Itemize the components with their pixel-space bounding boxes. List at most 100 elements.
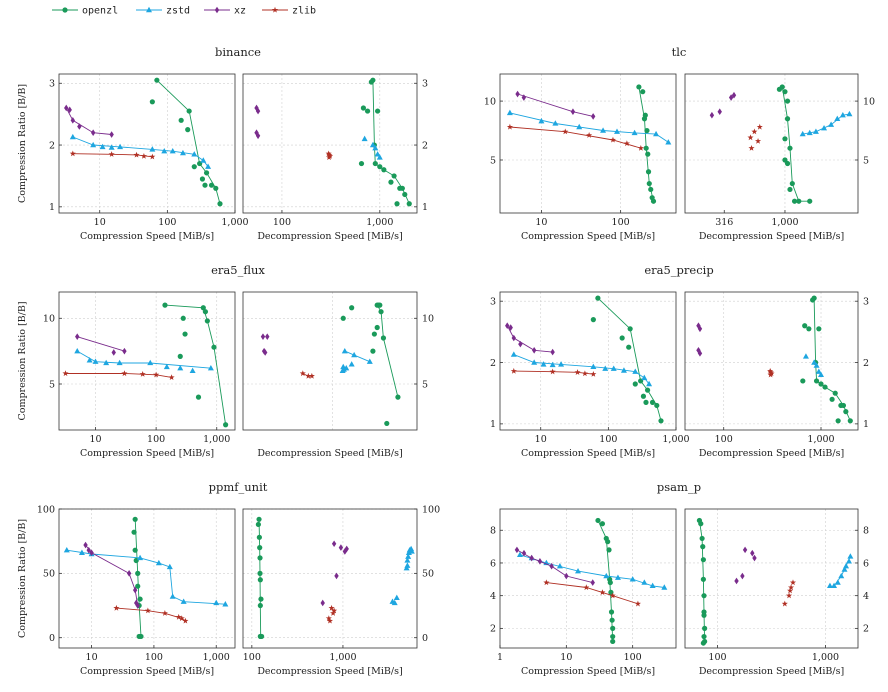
data-point-openzl	[256, 516, 262, 522]
data-point-zstd	[116, 359, 123, 366]
data-point-xz	[508, 324, 513, 331]
series-xz	[709, 91, 737, 119]
data-point-xz	[531, 346, 537, 354]
data-point-xz	[122, 347, 127, 355]
data-point-openzl	[789, 180, 795, 187]
chart-psam_p: psam_p 1 10 100 2 4 6 8 Compression Speed [MiB/s…	[490, 480, 869, 677]
data-point-openzl	[137, 596, 143, 602]
data-point-zstd	[665, 139, 672, 145]
y-tick-label: 4	[490, 591, 496, 602]
series-line-openzl	[134, 519, 142, 637]
series-line-zlib	[65, 373, 172, 378]
y-tick-label: 100	[422, 504, 440, 515]
data-point-openzl	[154, 77, 160, 83]
data-point-zstd	[404, 562, 411, 568]
data-point-xz	[550, 348, 555, 356]
data-point-zlib	[69, 150, 76, 157]
data-point-zlib	[767, 371, 774, 378]
y-tick-label: 5	[863, 155, 869, 166]
data-point-zstd	[846, 110, 853, 117]
series-xz	[515, 90, 596, 120]
data-point-openzl	[133, 557, 139, 564]
series-line-zstd	[344, 350, 370, 363]
data-point-xz	[709, 111, 715, 119]
data-point-openzl	[700, 640, 706, 646]
data-point-openzl	[619, 335, 625, 341]
data-point-zstd	[610, 365, 617, 371]
plot-frame	[684, 291, 859, 431]
data-point-zstd	[603, 572, 610, 579]
data-point-xz	[537, 558, 543, 565]
data-point-zlib	[299, 370, 306, 377]
data-point-openzl	[787, 186, 793, 193]
chart-binance: binance Compression Ratio [B/B] 10 100 1,000…	[17, 45, 428, 242]
data-point-openzl	[608, 609, 615, 615]
data-point-zstd	[189, 367, 196, 374]
series-line-zlib	[546, 582, 639, 605]
data-point-xz	[262, 349, 268, 356]
data-point-zlib	[308, 372, 315, 379]
data-point-zstd	[117, 143, 124, 150]
data-point-zlib	[153, 371, 160, 378]
y-tick-label: 1	[490, 419, 496, 430]
data-point-zstd	[602, 365, 609, 371]
data-point-zstd	[841, 566, 848, 572]
data-point-zstd	[69, 133, 76, 140]
data-point-openzl	[388, 179, 394, 185]
data-point-openzl	[654, 402, 660, 409]
plot-frame	[499, 291, 677, 431]
data-point-zstd	[179, 149, 186, 156]
data-point-zlib	[634, 600, 641, 607]
y-axis-label: Compression Ratio [B/B]	[17, 519, 28, 638]
data-point-openzl	[843, 409, 849, 415]
data-point-openzl	[648, 186, 654, 193]
data-point-zlib	[583, 584, 590, 591]
series-line-zstd	[513, 354, 650, 385]
x-tick-label: 1	[497, 652, 503, 663]
data-point-zstd	[821, 124, 828, 131]
x-tick-label: 100	[147, 434, 165, 445]
data-point-zstd	[376, 154, 383, 160]
data-point-zstd	[839, 112, 846, 118]
series-line-zlib	[509, 126, 642, 149]
legend-marker-openzl	[62, 7, 68, 13]
data-point-zlib	[748, 145, 755, 151]
data-point-openzl	[185, 127, 191, 133]
data-point-xz	[521, 94, 527, 101]
data-point-openzl	[702, 625, 708, 631]
x-tick-label: 1,000	[812, 652, 839, 663]
series-openzl	[696, 517, 708, 646]
data-point-xz	[505, 322, 510, 330]
data-point-zstd	[540, 361, 547, 367]
data-point-openzl	[132, 516, 138, 522]
data-point-zlib	[62, 370, 69, 377]
y-tick-label: 10	[43, 314, 55, 325]
data-point-zstd	[404, 557, 411, 563]
series-openzl	[636, 84, 657, 204]
subplot-left: 1 10 100 2 4 6 8 Compression Speed [MiB/s]	[490, 508, 677, 677]
series-line-xz	[506, 325, 553, 353]
data-point-zlib	[168, 374, 175, 381]
data-point-zstd	[815, 368, 822, 374]
y-tick-label: 10	[863, 96, 875, 107]
data-point-zstd	[149, 146, 156, 152]
data-point-zstd	[177, 365, 184, 371]
legend-item-zlib: zlib	[262, 6, 316, 17]
x-axis-label: Compression Speed [MiB/s]	[80, 448, 214, 459]
data-point-openzl	[257, 633, 263, 640]
series-zlib	[747, 123, 763, 151]
series-zstd	[361, 135, 383, 160]
data-point-zstd	[99, 143, 106, 150]
series-zlib	[543, 579, 641, 607]
subplot-left: 10 100 1,000 0 50 100 Compression Speed [MiB/s…	[37, 504, 236, 677]
data-point-openzl	[380, 335, 387, 341]
data-point-openzl	[698, 521, 704, 527]
data-point-zlib	[756, 123, 763, 130]
y-tick-label: 6	[490, 558, 496, 569]
data-point-openzl	[847, 418, 853, 424]
data-point-zlib	[786, 592, 793, 599]
data-point-zstd	[169, 593, 176, 599]
data-point-xz	[260, 333, 266, 340]
data-point-openzl	[375, 108, 381, 114]
